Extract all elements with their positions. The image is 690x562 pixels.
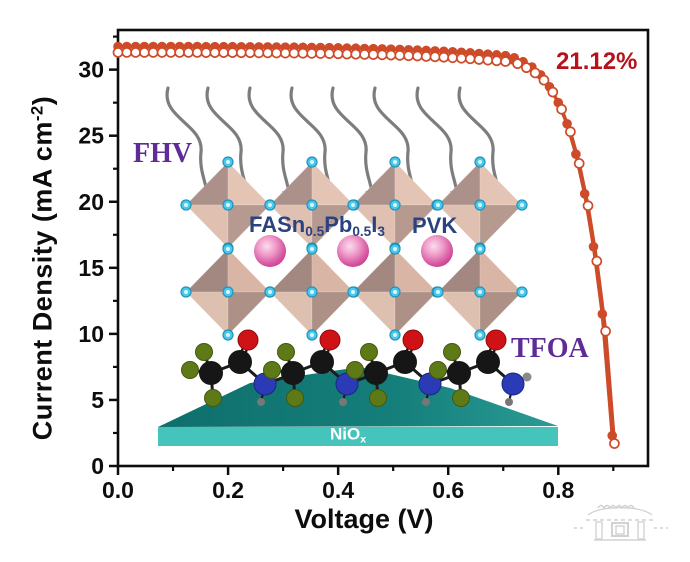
plot-frame — [116, 28, 650, 468]
tfoa-label: TFOA — [511, 333, 589, 364]
axis-ticks — [109, 35, 615, 475]
svg-text:0.2: 0.2 — [212, 477, 244, 503]
svg-text:25: 25 — [78, 123, 104, 149]
svg-text:0: 0 — [91, 453, 104, 479]
pvk-label: PVK — [412, 213, 458, 238]
formula-part: Pb — [324, 212, 353, 237]
perovskite-formula-label: FASn0.5Pb0.5I3 — [249, 212, 385, 239]
formula-subscript: 0.5 — [352, 223, 372, 239]
svg-text:20: 20 — [78, 189, 104, 215]
watermark-logo — [574, 504, 668, 541]
formula-part: I — [371, 212, 378, 237]
perovskite-lattice — [180, 156, 528, 341]
jv-curves — [112, 41, 620, 449]
efficiency-annotation: 21.12% — [556, 48, 638, 75]
svg-text:0.0: 0.0 — [102, 477, 134, 503]
x-axis-title: Voltage (V) — [294, 504, 434, 534]
svg-text:0.4: 0.4 — [322, 477, 354, 503]
y-axis-title-text: Current Density (mA cm — [27, 121, 58, 441]
svg-text:30: 30 — [78, 57, 104, 83]
fhv-label: FHV — [133, 138, 193, 169]
formula-subscript: 3 — [377, 223, 385, 239]
formula-part: FASn — [249, 212, 306, 237]
y-axis-title-close: ) — [27, 95, 58, 106]
y-axis-title: Current Density (mA cm-2) — [27, 96, 58, 440]
svg-text:5: 5 — [91, 387, 104, 413]
niox-subscript: x — [360, 433, 367, 446]
niox-label: NiOx — [330, 425, 366, 446]
svg-text:10: 10 — [78, 321, 104, 347]
y-axis-title-superscript: -2 — [27, 105, 47, 122]
svg-text:0.6: 0.6 — [432, 477, 464, 503]
tfoa-molecule-layer — [181, 329, 532, 407]
svg-text:15: 15 — [78, 255, 104, 281]
axis-tick-labels: 0.0 0.2 0.4 0.6 0.8 0 5 10 15 20 25 30 — [78, 57, 574, 503]
niox-text: NiO — [329, 424, 361, 444]
svg-text:0.8: 0.8 — [542, 477, 574, 503]
formula-subscript: 0.5 — [305, 223, 325, 239]
